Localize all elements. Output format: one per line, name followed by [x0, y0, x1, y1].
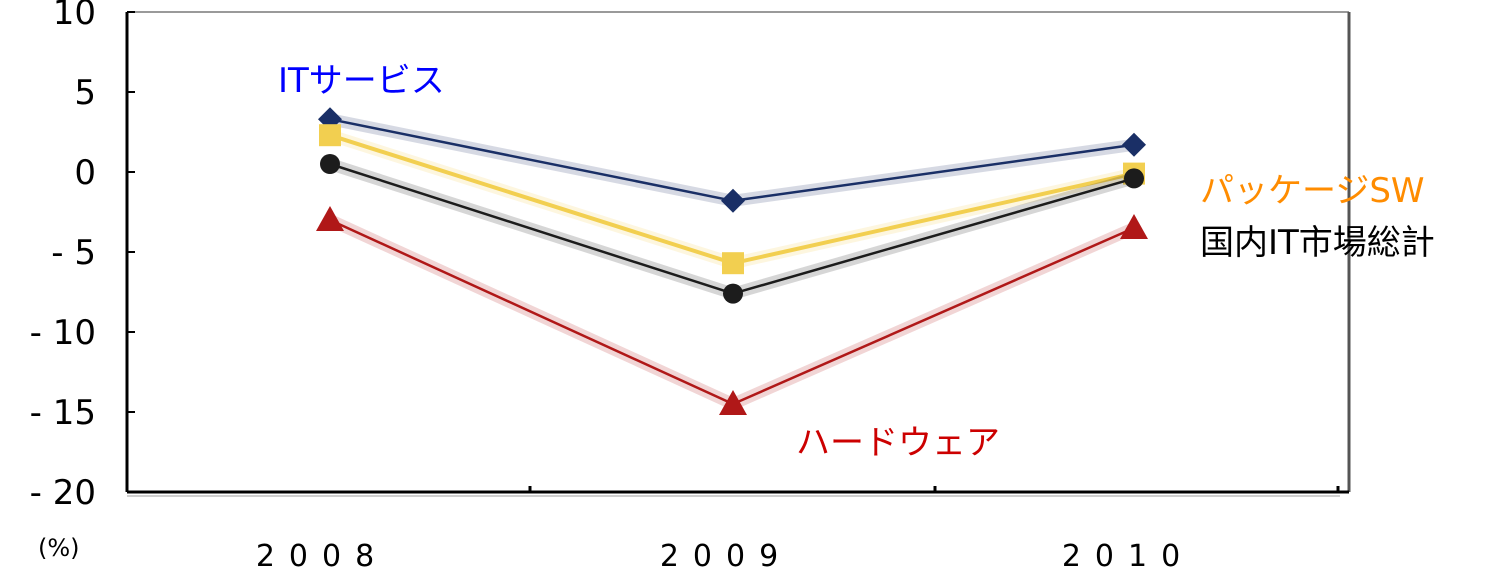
data-point: [1120, 214, 1148, 239]
x-tick-label: 2010: [1062, 539, 1194, 574]
y-tick-label: - 20: [30, 473, 96, 513]
x-tick-label: 2008: [256, 539, 388, 574]
data-point: [719, 390, 747, 415]
series-label-package-sw: パッケージSW: [1200, 171, 1425, 211]
y-tick-label: 5: [74, 73, 96, 113]
series-group: [318, 107, 1146, 213]
y-unit-label: (%): [38, 534, 80, 562]
data-point: [320, 154, 340, 174]
data-point: [319, 124, 341, 147]
y-tick-label: - 10: [30, 313, 96, 353]
series-label-domestic-total: 国内IT市場総計: [1200, 223, 1435, 263]
data-point: [722, 252, 744, 275]
y-tick-label: 0: [74, 153, 96, 193]
data-point: [723, 283, 743, 304]
y-tick-label: 10: [53, 0, 96, 33]
series-group: [316, 206, 1148, 415]
series-group: [320, 154, 1144, 304]
data-point: [721, 188, 745, 213]
y-tick-label: - 5: [51, 233, 96, 273]
data-point: [1124, 168, 1144, 189]
data-point: [1122, 132, 1146, 157]
x-tick-label: 2009: [660, 539, 792, 574]
series-layer: [316, 107, 1148, 415]
y-axis-ticks: 10 5 0 - 5 - 10 - 15 - 20: [30, 0, 135, 513]
x-axis-ticks: 2008 2009 2010: [256, 486, 1340, 574]
y-tick-label: - 15: [30, 393, 96, 433]
series-label-hardware: ハードウェア: [796, 423, 1000, 463]
data-point: [316, 206, 344, 231]
series-label-it-services: ITサービス: [278, 61, 445, 101]
